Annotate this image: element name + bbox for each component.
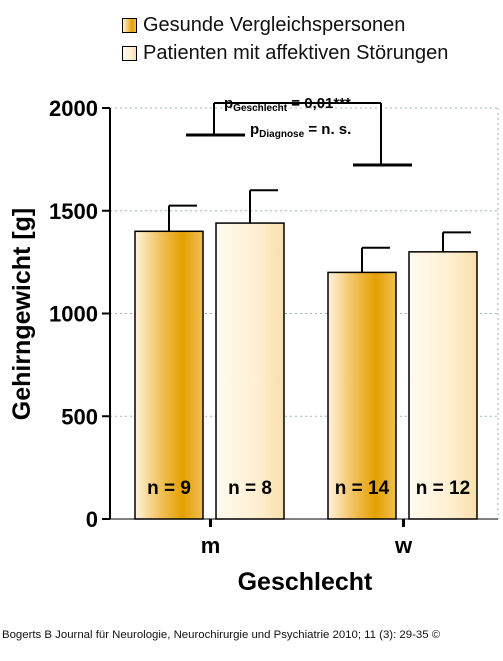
grid-lines — [110, 107, 499, 519]
x-tick-label: w — [394, 533, 413, 558]
y-tick-label: 0 — [86, 507, 98, 532]
n-label: n = 9 — [147, 478, 191, 499]
p-sex-label: pGeschlecht = 0,01*** — [224, 95, 351, 114]
legend-label-healthy: Gesunde Vergleichspersonen — [143, 13, 406, 36]
legend-item-healthy: Gesunde Vergleichspersonen — [122, 11, 448, 39]
y-tick-label: 1000 — [49, 302, 98, 327]
x-axis-label: Geschlecht — [238, 568, 373, 596]
x-tick-label: m — [201, 533, 221, 558]
bar-patients-w — [408, 251, 478, 520]
legend-label-patients: Patienten mit affektiven Störungen — [143, 41, 449, 64]
source-credit: Bogerts B Journal für Neurologie, Neuroc… — [2, 629, 441, 641]
y-tick-label: 2000 — [49, 96, 98, 121]
legend: Gesunde Vergleichspersonen Patienten mit… — [122, 11, 448, 67]
p-diagnosis-label: pDiagnose = n. s. — [250, 121, 351, 140]
y-tick-label: 500 — [61, 404, 98, 429]
y-tick-label: 1500 — [49, 199, 98, 224]
bar-patients-m — [215, 222, 285, 520]
legend-item-patients: Patienten mit affektiven Störungen — [122, 39, 448, 67]
bars: n = 9 n = 8 n = 14 n = 12 — [134, 189, 478, 520]
legend-swatch-patients — [122, 45, 137, 61]
legend-swatch-healthy — [122, 17, 137, 33]
bar-healthy-m — [134, 230, 204, 520]
n-label: n = 8 — [228, 478, 272, 499]
y-axis-label: Gehirngewicht [g] — [8, 208, 36, 421]
bar-healthy-w — [327, 271, 397, 520]
y-ticks: 0 500 1000 1500 2000 — [49, 96, 110, 532]
n-label: n = 12 — [416, 478, 470, 499]
significance-annotation: pGeschlecht = 0,01*** pDiagnose = n. s. — [186, 95, 412, 167]
n-label: n = 14 — [335, 478, 390, 499]
